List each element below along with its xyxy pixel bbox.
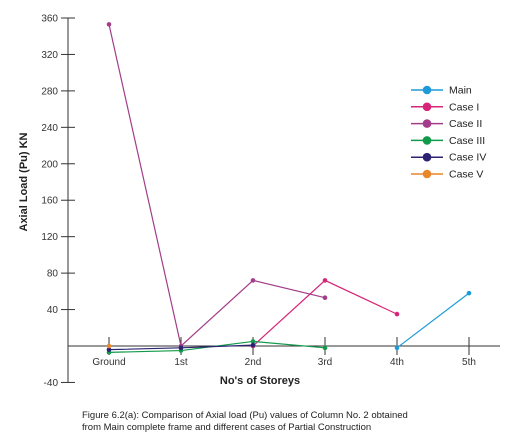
x-tick-label: 4th — [390, 357, 404, 368]
series-case-i — [250, 278, 400, 349]
data-point — [466, 290, 472, 296]
legend: Main Case I Case II Case III Case IV Case V — [411, 85, 486, 181]
y-tick-label: 80 — [47, 269, 59, 280]
series-case-v — [106, 343, 112, 349]
legend-item: Main — [411, 85, 472, 97]
x-tick-label: 5th — [462, 357, 476, 368]
legend-swatch-marker — [422, 136, 432, 145]
legend-item: Case I — [411, 101, 479, 113]
series-line — [396, 292, 470, 349]
series-case-ii — [106, 22, 328, 349]
legend-swatch-marker — [422, 169, 432, 179]
y-tick-label: 160 — [41, 196, 58, 207]
y-tick-label: -40 — [44, 378, 59, 389]
data-point — [250, 278, 256, 283]
legend-label: Case III — [449, 135, 485, 147]
y-tick-label: 40 — [47, 305, 59, 316]
data-point — [250, 342, 256, 348]
data-point — [250, 339, 256, 344]
data-point — [322, 295, 328, 301]
series-main — [394, 290, 472, 351]
y-axis-title: Axial Load (Pu) KN — [18, 132, 30, 231]
y-tick-label: 360 — [41, 14, 58, 25]
data-point — [106, 347, 112, 352]
legend-label: Main — [449, 85, 472, 97]
legend-item: Case III — [411, 135, 485, 147]
legend-label: Case II — [449, 118, 482, 130]
series-line — [252, 279, 398, 347]
x-tick-label: 1st — [174, 357, 188, 368]
x-axis-title: No's of Storeys — [220, 375, 300, 387]
legend-item: Case V — [411, 169, 483, 181]
legend-item: Case II — [411, 118, 482, 130]
legend-label: Case V — [449, 169, 483, 181]
legend-swatch-marker — [422, 102, 432, 112]
legend-swatch-marker — [422, 152, 432, 162]
x-tick-label: 2nd — [245, 357, 262, 368]
data-point — [322, 345, 328, 351]
caption-line-1: Figure 6.2(a): Comparison of Axial load … — [82, 410, 408, 421]
y-tick-label: 280 — [41, 86, 58, 97]
figure-caption: Figure 6.2(a): Comparison of Axial load … — [82, 410, 512, 434]
y-tick-label: 120 — [41, 232, 58, 243]
legend-label: Case I — [449, 101, 479, 113]
data-point — [106, 343, 112, 349]
series-case-iv — [106, 342, 256, 352]
data-point — [322, 278, 328, 283]
y-tick-label: 240 — [41, 123, 58, 134]
series-lines — [106, 22, 472, 355]
axes: -40 40 80 120 160 200 240 280 320 360 Ground 1st 2nd… — [41, 14, 500, 389]
y-tick-label: 200 — [41, 159, 58, 170]
legend-item: Case IV — [411, 152, 486, 164]
x-tick-label: Ground — [92, 357, 125, 368]
caption-line-2: from Main complete frame and different c… — [82, 422, 372, 433]
data-point — [178, 345, 184, 351]
data-point — [394, 345, 400, 351]
y-tick-label: 320 — [41, 50, 58, 61]
legend-label: Case IV — [449, 152, 486, 164]
x-tick-label: 3rd — [318, 357, 332, 368]
series-line — [108, 24, 326, 348]
legend-swatch-marker — [422, 119, 432, 128]
data-point — [106, 22, 112, 27]
legend-swatch-marker — [422, 85, 432, 95]
data-point — [394, 311, 400, 317]
